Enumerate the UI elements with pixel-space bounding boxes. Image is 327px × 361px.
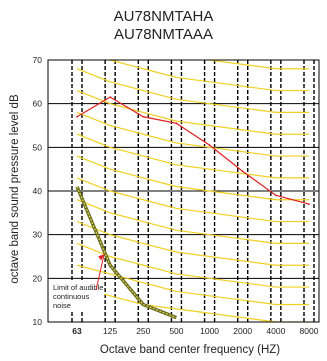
x-tick-label: 500: [169, 326, 183, 336]
annotation-arrow: [95, 254, 105, 291]
y-tick-label: 20: [33, 273, 43, 283]
y-tick-label: 60: [33, 99, 43, 109]
series-point: [175, 122, 178, 125]
nc-curve: [108, 60, 309, 92]
annotation-text: continuous: [53, 292, 90, 301]
y-tick-label: 50: [33, 142, 43, 152]
y-tick-label: 40: [33, 186, 43, 196]
x-tick-label: 63: [72, 326, 82, 336]
series-point: [274, 194, 277, 197]
x-tick-label: 4000: [266, 326, 285, 336]
series-point: [76, 115, 78, 118]
series-point: [308, 203, 310, 206]
nc-curve: [76, 242, 309, 288]
nc-curve: [76, 199, 309, 244]
nc-curve: [76, 286, 309, 322]
y-tick-label: 30: [33, 230, 43, 240]
nc-curve: [76, 68, 309, 114]
x-tick-label: 8000: [300, 326, 319, 336]
chart-subtitle: AU78NMTAAA: [114, 26, 213, 43]
nc-curve: [76, 221, 309, 266]
nc-curve: [76, 111, 309, 157]
series-line: [76, 96, 310, 205]
y-axis-label: octave band sound pressure level dB: [9, 94, 21, 284]
y-tick-label: 10: [33, 317, 43, 327]
y-tick-label: 70: [33, 55, 43, 65]
series-point: [109, 96, 112, 99]
series-point: [208, 144, 211, 147]
x-axis-label: Octave band center frequency (HZ): [99, 344, 281, 356]
nc-curve: [76, 133, 309, 179]
nc-curve: [76, 155, 309, 201]
nc-curve: [76, 177, 309, 223]
chart-title: AU78NMTAHA: [113, 8, 214, 25]
x-tick-label: 2000: [233, 326, 252, 336]
x-tick-label: 1000: [200, 326, 219, 336]
nc-curve: [204, 60, 309, 70]
annotation-arrowhead: [98, 254, 105, 261]
nc-curve: [76, 90, 309, 135]
series-point: [241, 170, 244, 173]
threshold-line-highlight: [76, 186, 177, 319]
annotation-box: [52, 282, 104, 312]
nc-curve: [76, 264, 309, 306]
series-point: [142, 115, 145, 118]
x-tick-label: 250: [136, 326, 150, 336]
plot-frame: [47, 59, 320, 323]
x-tick-label: 125: [103, 326, 117, 336]
annotation-text: Limit of audible: [53, 283, 103, 292]
annotation-text: noise: [53, 301, 71, 310]
